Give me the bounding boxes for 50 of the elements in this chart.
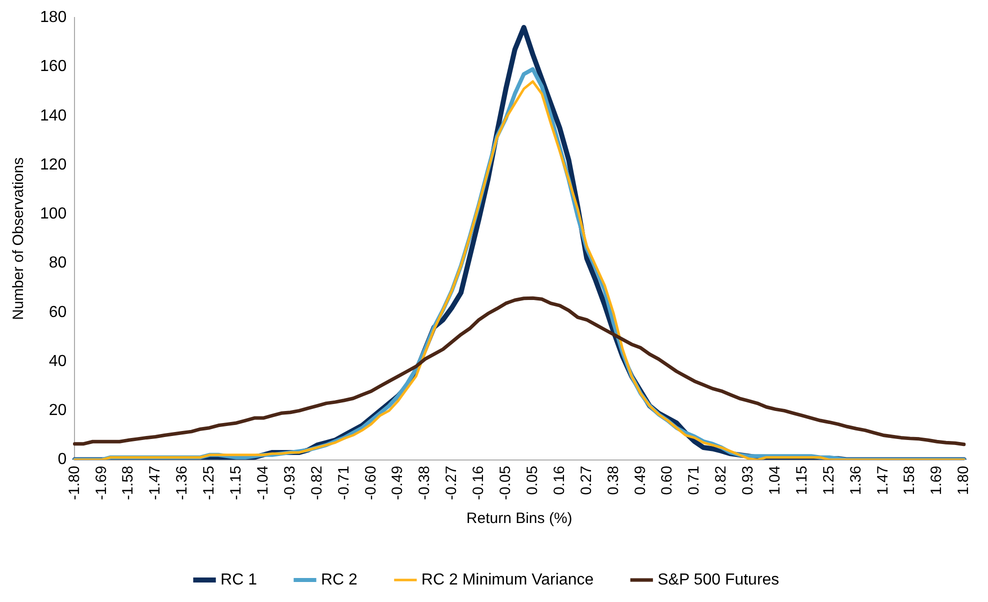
x-tick-label: 1.15 [793,466,810,496]
legend-label: RC 2 [320,571,358,588]
x-tick-label: -1.15 [228,466,245,500]
y-axis-title: Number of Observations [10,157,28,320]
x-tick-label: 1.69 [928,466,946,496]
y-tick-label: 80 [48,254,67,272]
x-tick-label: -0.38 [416,466,434,500]
x-tick-label: 0.60 [658,466,676,496]
y-tick-label: 160 [40,58,67,76]
legend-label: S&P 500 Futures [658,571,780,588]
x-tick-label: 1.36 [847,466,864,496]
y-tick-label: 120 [40,156,67,174]
legend-label: RC 1 [220,571,258,588]
x-tick-label: 1.25 [820,466,838,496]
x-tick-label: -0.93 [281,466,298,500]
x-tick-label: -1.04 [254,466,272,500]
x-tick-label: 1.04 [766,466,784,496]
y-tick-label: 40 [48,352,67,370]
x-tick-label: -0.16 [470,466,488,500]
x-tick-label: 0.38 [604,466,622,496]
legend-label: RC 2 Minimum Variance [421,571,594,588]
x-tick-label: -0.82 [308,466,326,500]
x-tick-label: 1.58 [901,466,918,496]
x-tick-label: -1.47 [146,466,164,500]
y-tick-label: 20 [48,402,67,420]
x-tick-label: 0.16 [550,466,568,496]
x-tick-label: -1.36 [174,466,191,500]
y-tick-label: 180 [40,9,67,26]
x-tick-label: -0.27 [443,466,460,500]
x-tick-label: -1.69 [92,466,110,500]
y-tick-label: 140 [40,107,67,124]
x-tick-label: 0.82 [712,466,730,496]
x-tick-label: -1.80 [66,466,83,500]
x-tick-label: -0.05 [497,466,514,500]
x-tick-label: -0.49 [389,466,406,500]
x-tick-label: 0.93 [740,466,757,496]
x-axis-title: Return Bins (%) [466,510,572,528]
x-tick-label: 0.05 [524,466,541,496]
x-tick-label: 1.47 [874,466,892,496]
y-tick-label: 100 [40,206,67,223]
x-tick-label: 0.49 [632,466,649,496]
x-tick-label: -0.71 [335,466,352,500]
x-tick-label: 0.71 [686,466,703,496]
y-tick-label: 60 [48,304,67,321]
x-tick-label: -1.25 [200,466,218,500]
x-tick-label: 0.27 [578,466,595,496]
y-tick-label: 0 [58,451,67,468]
x-tick-label: 1.80 [955,466,972,496]
x-tick-label: -0.60 [362,466,380,500]
x-tick-label: -1.58 [120,466,137,500]
